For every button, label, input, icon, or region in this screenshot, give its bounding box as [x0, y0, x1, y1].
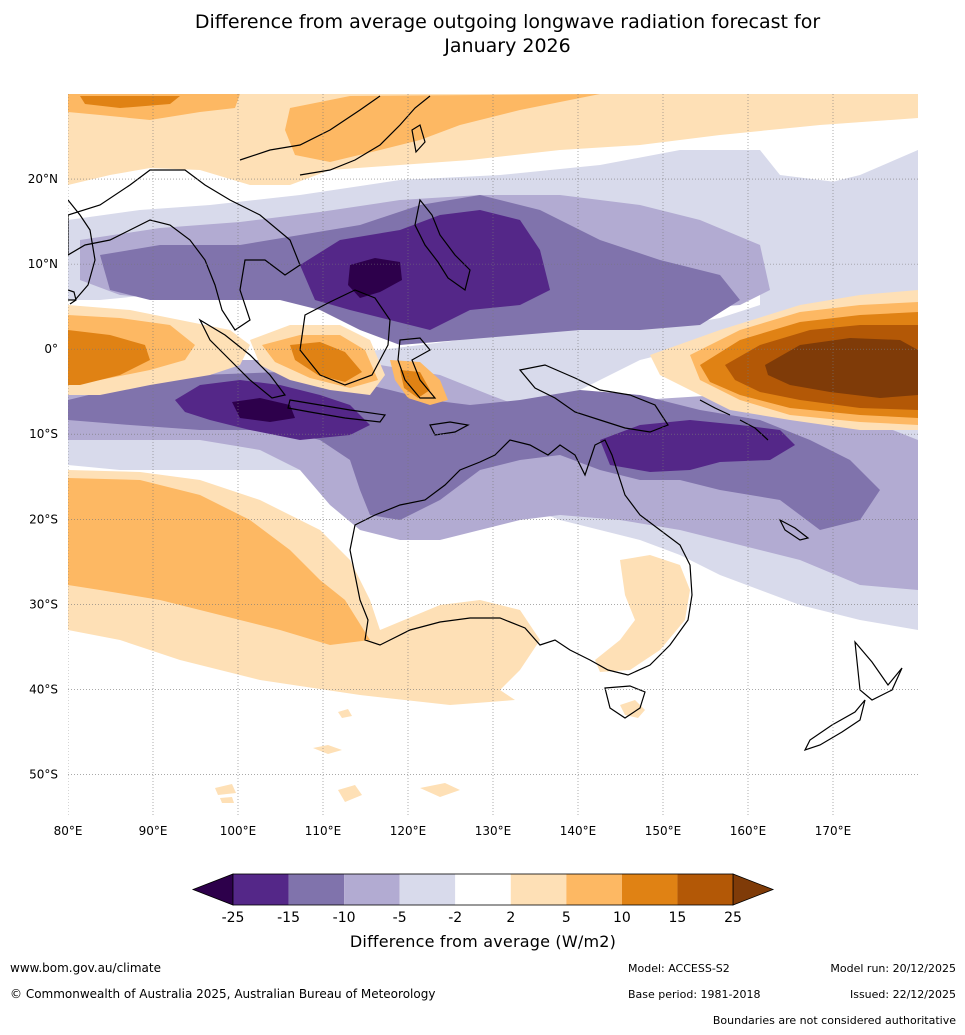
- coastline-new-caledonia: [778, 518, 810, 541]
- base-period: Base period: 1981-2018: [628, 988, 761, 1001]
- coastline-taiwan: [411, 124, 426, 154]
- anomaly-region-coral-sea-neg: [600, 420, 795, 472]
- colorbar-outline: [232, 873, 734, 906]
- anomaly-region-east-australia-pos: [595, 555, 690, 672]
- coastline-timor: [429, 421, 470, 436]
- boundaries-disclaimer: Boundaries are not considered authoritat…: [712, 1014, 956, 1027]
- colorbar-segment: [677, 874, 733, 905]
- colorbar-tick-label: -10: [333, 910, 356, 926]
- colorbar-tick-label: -5: [393, 910, 407, 926]
- coastline-china: [239, 95, 431, 176]
- anomaly-region-tasmania-pos: [620, 700, 645, 718]
- website-link[interactable]: www.bom.gov.au/climate: [10, 961, 161, 975]
- colorbar-tick-label: 10: [613, 910, 631, 926]
- longitude-tick-label: 110°E: [305, 824, 342, 838]
- colorbar-tick-label: -2: [448, 910, 462, 926]
- anomaly-region-west-io-pos-strong: [68, 330, 150, 385]
- longitude-tick-label: 170°E: [815, 824, 852, 838]
- anomaly-region-patch-6: [220, 797, 234, 803]
- coastline-sulawesi: [397, 337, 437, 399]
- anomaly-region-borneo-neg-max: [348, 258, 402, 298]
- longitude-tick-label: 140°E: [560, 824, 597, 838]
- anomaly-region-sulawesi-pos-strong: [400, 370, 430, 398]
- anomaly-region-patch-5: [420, 783, 460, 797]
- colorbar-segment: [344, 874, 400, 905]
- latitude-tick-label: 50°S: [29, 767, 58, 781]
- copyright-text: © Commonwealth of Australia 2025, Austra…: [10, 987, 436, 1001]
- model-run-date: Model run: 20/12/2025: [830, 962, 956, 975]
- coastline-solomons: [699, 399, 769, 441]
- anomaly-region-pacific-pos-max: [765, 338, 918, 398]
- longitude-tick-label: 150°E: [645, 824, 682, 838]
- coastline-sri-lanka: [68, 289, 77, 305]
- coastline-mainland-se-asia: [68, 169, 301, 331]
- colorbar: -25 -15 -10 -5 -2 2 5 10 15 25: [191, 873, 775, 926]
- colorbar-tick-label: 15: [669, 910, 687, 926]
- model-name: Model: ACCESS-S2: [628, 962, 730, 975]
- latitude-tick-label: 20°S: [29, 512, 58, 526]
- latitude-tick-label: 30°S: [29, 597, 58, 611]
- anomaly-region-tibet-strong: [80, 96, 180, 108]
- longitude-labels: 80°E 90°E 100°E 110°E 120°E 130°E 140°E 150°E 16…: [54, 824, 852, 838]
- coastline-java: [287, 399, 387, 423]
- latitude-tick-label: 20°N: [28, 172, 58, 186]
- coastline-new-guinea: [518, 364, 669, 433]
- anomaly-region-south-io-pos-med: [68, 478, 370, 645]
- longitude-tick-label: 160°E: [730, 824, 767, 838]
- anomaly-region-patch-1: [313, 745, 342, 754]
- anomaly-region-china-strong: [285, 94, 600, 162]
- colorbar-extend-high: [732, 873, 775, 906]
- colorbar-segment: [621, 874, 678, 905]
- gridlines: [68, 94, 918, 817]
- colorbar-segment: [288, 874, 345, 905]
- chart-title: Difference from average outgoing longwav…: [194, 11, 821, 57]
- coastline-sumatra: [198, 318, 287, 399]
- coastline-philippines: [414, 198, 471, 291]
- longitude-tick-label: 100°E: [220, 824, 257, 838]
- colorbar-segment: [566, 874, 622, 905]
- longitude-tick-label: 90°E: [139, 824, 168, 838]
- colorbar-segment: [510, 874, 567, 905]
- latitude-tick-label: 10°N: [28, 257, 58, 271]
- latitude-tick-label: 10°S: [29, 427, 58, 441]
- colorbar-extend-low: [191, 873, 234, 906]
- coastline-tasmania: [604, 685, 646, 719]
- anomaly-region-patch-2: [338, 709, 352, 718]
- colorbar-tick-label: -25: [222, 910, 245, 926]
- longitude-tick-label: 80°E: [54, 824, 83, 838]
- coastline-new-zealand-north: [854, 640, 903, 701]
- coastline-new-zealand-south: [803, 699, 866, 752]
- colorbar-tick-label: 2: [506, 910, 515, 926]
- anomaly-region-borneo-pos-strong: [290, 342, 362, 382]
- colorbar-tick-label: -15: [277, 910, 300, 926]
- colorbar-segment: [399, 874, 456, 905]
- colorbar-title: Difference from average (W/m2): [349, 932, 617, 951]
- issued-date: Issued: 22/12/2025: [849, 988, 956, 1001]
- latitude-tick-label: 40°S: [29, 682, 58, 696]
- coastline-borneo: [299, 289, 391, 386]
- colorbar-tick-label: 5: [562, 910, 571, 926]
- colorbar-segment: [455, 874, 511, 905]
- latitude-labels: 20°N 10°N 0° 10°S 20°S 30°S 40°S 50°S: [28, 172, 58, 781]
- anomaly-region-patch-3: [215, 784, 236, 795]
- colorbar-tick-label: 25: [724, 910, 742, 926]
- anomaly-region-south-china-sea-neg: [300, 210, 550, 330]
- anomaly-region-patch-4: [338, 785, 362, 802]
- longitude-tick-label: 130°E: [475, 824, 512, 838]
- colorbar-segment: [233, 874, 289, 905]
- coastline-australia: [349, 439, 693, 676]
- latitude-tick-label: 0°: [44, 342, 58, 356]
- anomaly-region-northeast-neg: [795, 150, 918, 260]
- longitude-tick-label: 120°E: [390, 824, 427, 838]
- coastlines: [68, 95, 903, 752]
- anomaly-region-sumatra-neg-max: [232, 398, 295, 422]
